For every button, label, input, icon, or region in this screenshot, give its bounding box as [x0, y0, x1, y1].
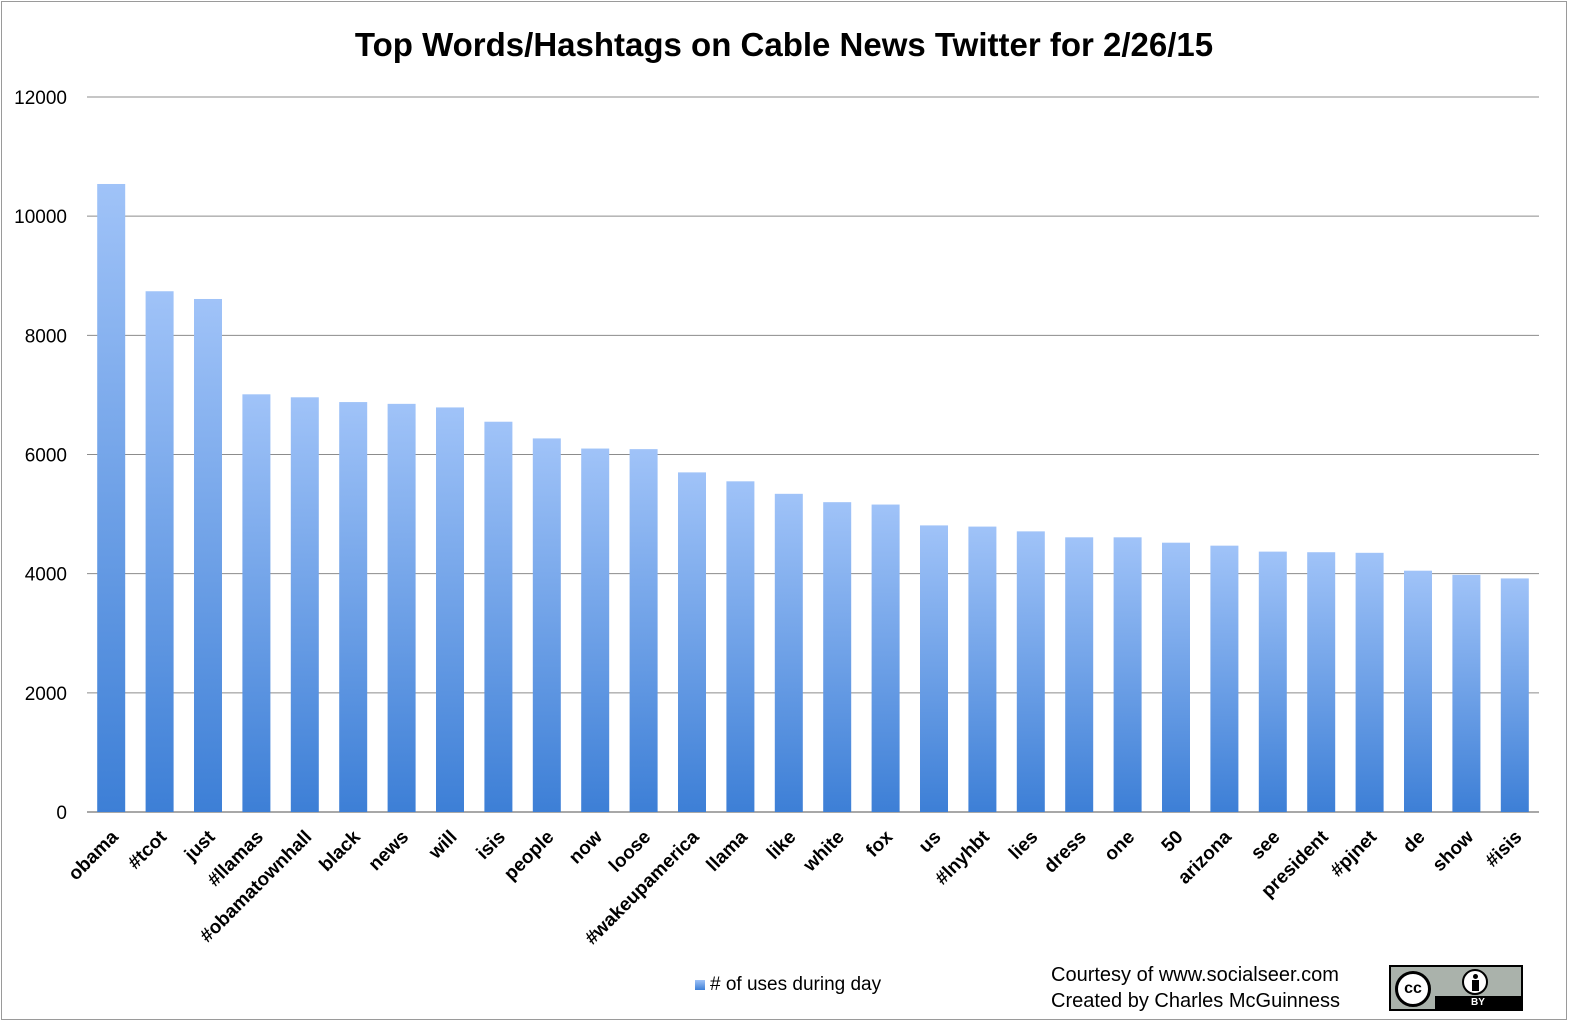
bar-black — [339, 402, 368, 812]
bar-news — [387, 403, 416, 812]
bar-llamas — [242, 394, 271, 812]
bar-50 — [1162, 542, 1190, 812]
x-tick-label: dress — [1040, 827, 1091, 878]
bar-like — [774, 493, 803, 812]
bar-show — [1452, 574, 1481, 812]
bar-lnyhbt — [968, 526, 997, 812]
x-tick-label: news — [365, 827, 413, 875]
x-tick-label: will — [424, 827, 461, 864]
y-tick-label: 12000 — [14, 88, 67, 109]
x-tick-label: fox — [862, 826, 897, 861]
bar-see — [1258, 551, 1287, 812]
bars — [97, 183, 1529, 812]
courtesy-text: Courtesy of www.socialseer.com — [1051, 964, 1339, 986]
chart-title: Top Words/Hashtags on Cable News Twitter… — [354, 26, 1214, 63]
x-tick-label: de — [1399, 827, 1430, 858]
bar-llama — [726, 481, 755, 812]
bar-people — [532, 438, 561, 812]
bar-obama — [97, 183, 126, 812]
bar-tcot — [145, 291, 174, 812]
y-tick-label: 2000 — [25, 684, 67, 705]
credits: Courtesy of www.socialseer.com Created b… — [1051, 962, 1340, 1014]
bar-arizona — [1210, 545, 1239, 812]
bar-white — [823, 502, 852, 812]
bar-isis — [484, 421, 513, 812]
x-tick-label: people — [500, 827, 558, 885]
bar-dress — [1065, 537, 1094, 812]
x-tick-label: one — [1100, 827, 1139, 866]
x-tick-label: just — [180, 826, 220, 866]
bar-wakeupamerica — [678, 472, 706, 812]
y-tick-label: 6000 — [25, 446, 67, 467]
x-tick-label: #tcot — [124, 826, 171, 873]
y-axis-tick-labels: 0 2000 4000 6000 8000 10000 12000 — [14, 88, 67, 824]
bar-one — [1113, 537, 1142, 812]
x-tick-label: isis — [473, 827, 510, 864]
x-axis-tick-labels: obama #tcot just#llamas#obamatownhall black… — [65, 826, 1527, 949]
y-tick-label: 4000 — [25, 565, 67, 586]
x-tick-label: black — [316, 826, 366, 876]
x-tick-label: like — [763, 827, 800, 864]
legend: # of uses during day — [695, 974, 881, 996]
x-tick-label: arizona — [1174, 826, 1236, 888]
x-tick-label: #lnyhbt — [931, 826, 994, 889]
x-tick-label: 50 — [1158, 827, 1188, 857]
x-tick-label: white — [799, 827, 849, 877]
attribution-person-icon — [1462, 969, 1488, 995]
x-tick-label: #isis — [1482, 827, 1527, 872]
bar-now — [581, 448, 610, 812]
legend-swatch — [695, 980, 705, 990]
x-tick-label: now — [565, 827, 607, 869]
gridlines — [87, 96, 1539, 813]
x-tick-label: obama — [65, 826, 123, 884]
by-label: BY — [1435, 996, 1521, 1009]
y-tick-label: 10000 — [14, 207, 67, 228]
x-tick-label: #pjnet — [1327, 826, 1382, 881]
bar-de — [1404, 570, 1432, 812]
x-tick-label: show — [1429, 827, 1478, 876]
x-tick-label: see — [1247, 827, 1284, 864]
creative-commons-by-icon: cc BY — [1389, 965, 1523, 1011]
legend-label: # of uses during day — [710, 974, 882, 995]
bar-isis — [1500, 578, 1529, 812]
x-tick-label: us — [915, 827, 946, 858]
created-by-text: Created by Charles McGuinness — [1051, 990, 1341, 1012]
y-tick-label: 0 — [56, 803, 67, 824]
x-tick-label: llama — [703, 826, 753, 876]
bar-pjnet — [1355, 552, 1384, 812]
bar-us — [920, 525, 948, 812]
bar-lies — [1016, 531, 1045, 812]
bar-just — [194, 298, 222, 812]
cc-circle-icon: cc — [1395, 971, 1431, 1007]
bar-fox — [871, 504, 900, 812]
bar-obamatownhall — [290, 397, 319, 812]
bar-will — [436, 407, 464, 812]
x-tick-label: lies — [1005, 827, 1042, 864]
bar-loose — [629, 449, 658, 812]
bar-president — [1307, 552, 1336, 812]
y-tick-label: 8000 — [25, 326, 67, 347]
